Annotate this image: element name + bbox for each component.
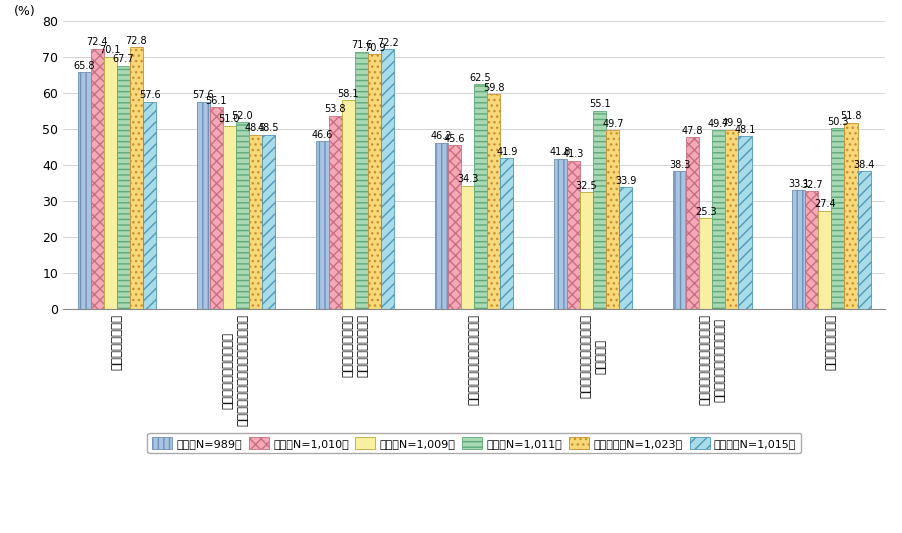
Bar — [686, 137, 698, 309]
Legend: 日本（N=989）, 韓国（N=1,010）, 中国（N=1,009）, 米国（N=1,011）, イギリス（N=1,023）, ドイツ（N=1,015）: 日本（N=989）, 韓国（N=1,010）, 中国（N=1,009）, 米国（… — [147, 433, 800, 453]
Bar — [342, 100, 354, 309]
Bar — [619, 187, 631, 309]
Bar — [579, 192, 593, 309]
Text: 38.3: 38.3 — [668, 160, 689, 170]
Bar — [90, 49, 104, 309]
Bar — [738, 136, 750, 309]
Bar — [78, 72, 90, 309]
Text: 49.7: 49.7 — [602, 119, 623, 129]
Bar — [143, 102, 156, 309]
Bar — [857, 171, 870, 309]
Bar — [130, 47, 143, 309]
Text: 48.5: 48.5 — [258, 123, 279, 133]
Text: 56.1: 56.1 — [206, 96, 226, 106]
Text: 67.7: 67.7 — [113, 54, 134, 64]
Text: 41.9: 41.9 — [495, 147, 517, 157]
Text: 70.9: 70.9 — [364, 43, 385, 53]
Text: 72.4: 72.4 — [87, 37, 108, 47]
Text: 65.8: 65.8 — [73, 61, 95, 71]
Text: 72.8: 72.8 — [125, 36, 147, 46]
Bar — [487, 94, 500, 309]
Bar — [381, 50, 394, 309]
Bar — [447, 145, 460, 309]
Bar — [724, 130, 738, 309]
Text: 49.9: 49.9 — [721, 118, 741, 128]
Bar — [843, 123, 857, 309]
Text: 27.4: 27.4 — [813, 199, 834, 209]
Bar — [698, 218, 712, 309]
Bar — [235, 122, 249, 309]
Text: 41.3: 41.3 — [562, 149, 584, 159]
Text: 47.8: 47.8 — [681, 126, 703, 136]
Bar — [566, 160, 579, 309]
Text: 50.3: 50.3 — [826, 117, 848, 127]
Text: 52.0: 52.0 — [232, 111, 253, 120]
Text: 46.6: 46.6 — [311, 130, 333, 140]
Text: (%): (%) — [14, 5, 35, 19]
Text: 32.7: 32.7 — [800, 180, 822, 190]
Bar — [460, 185, 474, 309]
Bar — [104, 57, 116, 309]
Text: 48.5: 48.5 — [244, 123, 266, 133]
Bar — [209, 107, 223, 309]
Bar — [116, 66, 130, 309]
Text: 71.6: 71.6 — [350, 40, 372, 50]
Bar — [791, 190, 805, 309]
Text: 57.6: 57.6 — [139, 91, 161, 100]
Bar — [249, 135, 262, 309]
Bar — [817, 211, 831, 309]
Bar — [605, 131, 619, 309]
Bar — [262, 135, 275, 309]
Bar — [712, 131, 724, 309]
Bar — [831, 128, 843, 309]
Text: 55.1: 55.1 — [588, 100, 610, 109]
Text: 51.8: 51.8 — [840, 111, 861, 122]
Text: 53.8: 53.8 — [324, 104, 345, 114]
Text: 51.0: 51.0 — [218, 114, 240, 124]
Text: 57.6: 57.6 — [192, 91, 214, 100]
Bar — [805, 191, 817, 309]
Bar — [223, 126, 235, 309]
Text: 32.5: 32.5 — [575, 181, 597, 191]
Text: 33.1: 33.1 — [787, 179, 808, 189]
Text: 25.3: 25.3 — [695, 207, 715, 217]
Bar — [316, 141, 328, 309]
Bar — [500, 158, 513, 309]
Text: 58.1: 58.1 — [337, 88, 359, 99]
Bar — [197, 102, 209, 309]
Text: 72.2: 72.2 — [376, 38, 398, 48]
Bar — [434, 143, 447, 309]
Text: 70.1: 70.1 — [99, 45, 121, 55]
Text: 38.4: 38.4 — [852, 159, 874, 169]
Bar — [672, 171, 686, 309]
Bar — [474, 84, 487, 309]
Text: 48.1: 48.1 — [733, 125, 755, 135]
Bar — [328, 116, 342, 309]
Text: 49.7: 49.7 — [707, 119, 729, 129]
Text: 59.8: 59.8 — [483, 83, 504, 93]
Text: 34.3: 34.3 — [456, 174, 478, 184]
Bar — [354, 52, 368, 309]
Bar — [553, 159, 566, 309]
Text: 33.9: 33.9 — [614, 176, 636, 185]
Text: 62.5: 62.5 — [469, 73, 491, 83]
Text: 41.8: 41.8 — [549, 147, 570, 157]
Bar — [368, 54, 381, 309]
Bar — [593, 111, 605, 309]
Text: 46.2: 46.2 — [430, 132, 452, 141]
Text: 45.6: 45.6 — [443, 134, 465, 144]
